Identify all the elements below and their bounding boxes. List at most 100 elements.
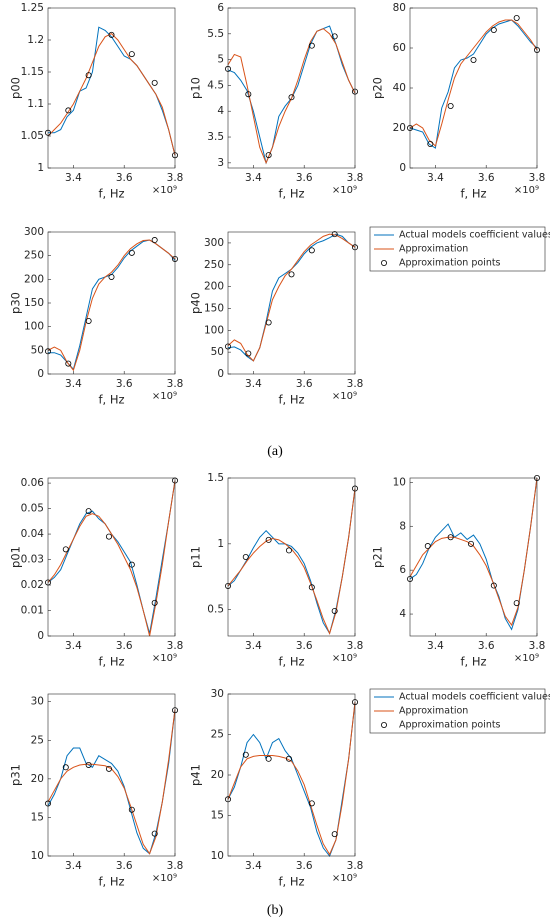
plot-area bbox=[48, 694, 175, 856]
approximation-point bbox=[242, 554, 249, 561]
data-line bbox=[409, 19, 538, 147]
y-axis-label: p10 bbox=[189, 77, 203, 99]
plot-area bbox=[228, 232, 355, 374]
x-tick-label: 3.8 bbox=[347, 378, 364, 390]
legend-box bbox=[369, 688, 546, 734]
y-tick-label: 250 bbox=[24, 250, 44, 262]
y-tick-label: 6 bbox=[399, 564, 406, 576]
approximation-point bbox=[242, 751, 249, 758]
approximation-point bbox=[308, 800, 315, 807]
approximation-point bbox=[128, 51, 135, 58]
y-tick-label: 5.5 bbox=[207, 28, 224, 40]
x-axis-label: f, Hz bbox=[98, 875, 124, 889]
approximation-point bbox=[285, 755, 292, 762]
y-tick-label: 15 bbox=[211, 810, 224, 822]
x-tick-label: 3.4 bbox=[245, 860, 262, 872]
y-tick-label: 150 bbox=[24, 297, 44, 309]
x-tick-label: 3.6 bbox=[116, 860, 133, 872]
approximation-point bbox=[85, 761, 92, 768]
y-tick-label: 15 bbox=[31, 811, 44, 823]
x-axis-label: f, Hz bbox=[278, 875, 304, 889]
legend-label: Approximation bbox=[399, 706, 468, 717]
axes-box bbox=[227, 7, 356, 169]
legend-marker bbox=[380, 722, 387, 729]
approximation-point bbox=[265, 152, 272, 159]
y-tick-label: 20 bbox=[393, 122, 406, 134]
y-tick-label: 30 bbox=[211, 688, 224, 700]
y-axis-label: p21 bbox=[371, 546, 385, 568]
y-tick-label: 30 bbox=[31, 696, 44, 708]
y-tick-label: 0.03 bbox=[21, 554, 44, 566]
y-tick-label: 1.5 bbox=[207, 472, 224, 484]
x-tick-label: 3.8 bbox=[347, 172, 364, 184]
x-tick-label: 3.6 bbox=[478, 640, 495, 652]
data-line bbox=[47, 32, 176, 156]
y-tick-label: 250 bbox=[204, 259, 224, 271]
y-tick-label: 0.04 bbox=[21, 528, 45, 540]
legend-label: Approximation points bbox=[399, 258, 501, 269]
x-tick-label: 3.8 bbox=[347, 860, 364, 872]
approximation-point bbox=[513, 14, 520, 21]
plot-area bbox=[228, 694, 355, 856]
y-axis-label: p40 bbox=[189, 292, 203, 314]
approximation-point bbox=[513, 600, 520, 607]
y-tick-label: 1.05 bbox=[21, 130, 44, 142]
approximation-point bbox=[331, 33, 338, 40]
y-tick-label: 1 bbox=[217, 538, 224, 550]
approximation-point bbox=[151, 599, 158, 606]
approximation-point bbox=[265, 536, 272, 543]
x-tick-label: 3.6 bbox=[296, 860, 313, 872]
x-tick-label: 3.4 bbox=[245, 378, 262, 390]
approximation-point bbox=[288, 94, 295, 101]
x-tick-label: 3.4 bbox=[427, 172, 444, 184]
data-line bbox=[227, 28, 356, 165]
axes-box bbox=[227, 231, 356, 375]
plot-area bbox=[48, 232, 175, 374]
x-scale-label: ×10⁹ bbox=[332, 391, 357, 402]
y-tick-label: 25 bbox=[31, 734, 44, 746]
x-tick-label: 3.4 bbox=[427, 640, 444, 652]
y-tick-label: 8 bbox=[399, 520, 406, 532]
approximation-point bbox=[490, 26, 497, 33]
y-tick-label: 0 bbox=[217, 368, 224, 380]
x-axis-label: f, Hz bbox=[98, 187, 124, 201]
approximation-point bbox=[308, 42, 315, 49]
approximation-point bbox=[105, 533, 112, 540]
x-axis-label: f, Hz bbox=[460, 187, 486, 201]
y-tick-label: 0.02 bbox=[21, 579, 44, 591]
x-scale-label: ×10⁹ bbox=[152, 873, 177, 884]
panel-label: (a) bbox=[267, 444, 283, 459]
data-line bbox=[409, 19, 538, 149]
data-line bbox=[227, 233, 356, 362]
approximation-point bbox=[105, 765, 112, 772]
approximation-point bbox=[447, 103, 454, 110]
x-tick-label: 3.4 bbox=[245, 640, 262, 652]
x-tick-label: 3.6 bbox=[116, 172, 133, 184]
y-axis-label: p00 bbox=[9, 77, 23, 99]
approximation-point bbox=[427, 140, 434, 147]
x-scale-label: ×10⁹ bbox=[332, 873, 357, 884]
x-axis-label: f, Hz bbox=[278, 187, 304, 201]
plot-area bbox=[48, 478, 175, 636]
x-scale-label: ×10⁹ bbox=[514, 653, 539, 664]
x-tick-label: 3.6 bbox=[116, 640, 133, 652]
axes-box bbox=[227, 477, 356, 637]
data-line bbox=[409, 477, 538, 631]
approximation-point bbox=[85, 508, 92, 515]
x-axis-label: f, Hz bbox=[98, 393, 124, 407]
legend-marker bbox=[380, 259, 387, 266]
approximation-point bbox=[85, 317, 92, 324]
y-tick-label: 100 bbox=[24, 321, 44, 333]
x-tick-label: 3.4 bbox=[65, 172, 82, 184]
approximation-point bbox=[62, 764, 69, 771]
approximation-point bbox=[331, 607, 338, 614]
x-scale-label: ×10⁹ bbox=[332, 185, 357, 196]
approximation-point bbox=[331, 831, 338, 838]
y-tick-label: 20 bbox=[31, 773, 44, 785]
x-tick-label: 3.8 bbox=[167, 860, 184, 872]
y-tick-label: 0 bbox=[37, 368, 44, 380]
y-axis-label: p11 bbox=[189, 546, 203, 568]
approximation-point bbox=[467, 540, 474, 547]
data-line bbox=[47, 709, 176, 855]
x-tick-label: 3.4 bbox=[65, 860, 82, 872]
